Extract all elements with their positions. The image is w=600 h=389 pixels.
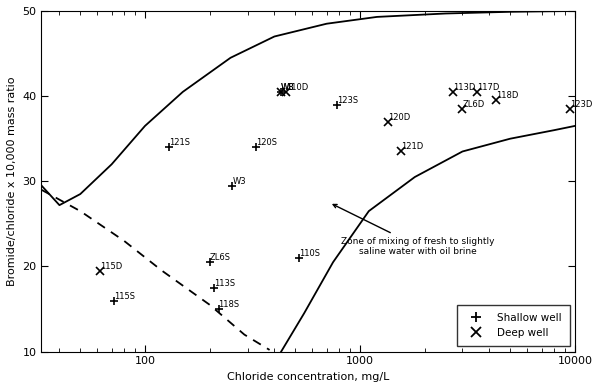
Y-axis label: Bromide/chloride x 10,000 mass ratio: Bromide/chloride x 10,000 mass ratio bbox=[7, 77, 17, 286]
Text: 110S: 110S bbox=[299, 249, 320, 258]
Text: 121S: 121S bbox=[169, 138, 190, 147]
Text: 115D: 115D bbox=[100, 262, 122, 271]
Text: 121D: 121D bbox=[401, 142, 423, 151]
Legend: Shallow well, Deep well: Shallow well, Deep well bbox=[457, 305, 569, 347]
Text: W8: W8 bbox=[281, 83, 295, 92]
Text: ZL6S: ZL6S bbox=[209, 253, 230, 262]
Text: 110D: 110D bbox=[286, 83, 308, 92]
Text: 123D: 123D bbox=[570, 100, 592, 109]
Text: 123S: 123S bbox=[337, 96, 358, 105]
Text: 118D: 118D bbox=[496, 91, 518, 100]
Text: 113S: 113S bbox=[214, 279, 235, 288]
Text: Zone of mixing of fresh to slightly
saline water with oil brine: Zone of mixing of fresh to slightly sali… bbox=[333, 205, 495, 256]
Text: 117D: 117D bbox=[477, 83, 499, 92]
Text: W3: W3 bbox=[232, 177, 246, 186]
Text: ZL6D: ZL6D bbox=[463, 100, 485, 109]
Text: 115S: 115S bbox=[115, 291, 136, 301]
Text: 120S: 120S bbox=[256, 138, 277, 147]
Text: 113D: 113D bbox=[452, 83, 475, 92]
Text: 120D: 120D bbox=[388, 113, 410, 122]
Text: W8: W8 bbox=[281, 83, 295, 92]
X-axis label: Chloride concentration, mg/L: Chloride concentration, mg/L bbox=[227, 372, 389, 382]
Text: 118S: 118S bbox=[218, 300, 240, 309]
